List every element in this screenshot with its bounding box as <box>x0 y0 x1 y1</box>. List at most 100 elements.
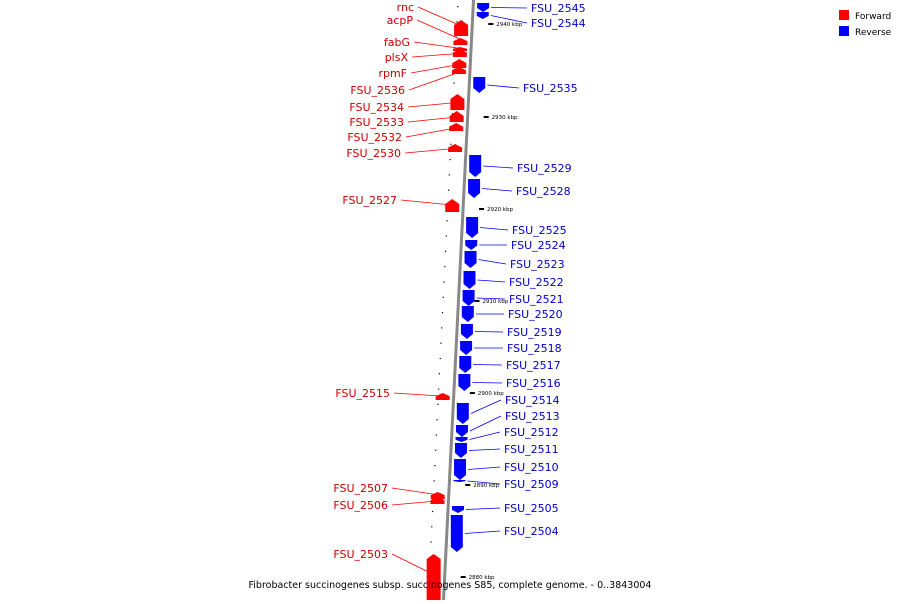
gene-label-fsu-2530: FSU_2530 <box>346 147 401 160</box>
gene-arrow-fsu-2544 <box>476 12 489 19</box>
tick-mark: 2940 kbp <box>488 22 523 28</box>
gene-leader-fsu-2534 <box>407 101 463 108</box>
gene-leader-fsu-2517 <box>473 364 503 366</box>
gene-arrow-acpp <box>453 38 468 45</box>
legend: Forward Reverse <box>839 10 892 38</box>
gene-leader-fsu-2510 <box>467 466 501 470</box>
gene-label-fsu-2524: FSU_2524 <box>511 239 566 252</box>
gene-leader-fsu-2532 <box>405 126 462 138</box>
gene-leader-fsu-2505 <box>466 507 501 510</box>
ring-dot <box>445 235 447 237</box>
gene-label-acpp: acpP <box>387 14 414 27</box>
gene-arrow-fsu-2520 <box>461 306 474 322</box>
gene-label-fsu-2535: FSU_2535 <box>523 82 578 95</box>
gene-label-fsu-2516: FSU_2516 <box>506 377 561 390</box>
gene-label-fsu-2503: FSU_2503 <box>333 548 388 561</box>
gene-label-fsu-2528: FSU_2528 <box>516 185 571 198</box>
genome-caption: Fibrobacter succinogenes subsp. succinog… <box>249 580 652 591</box>
legend-forward-label: Forward <box>855 12 891 22</box>
gene-arrow-fsu-2521 <box>462 290 475 306</box>
gene-arrow-fsu-2503 <box>426 554 441 600</box>
tick-label: 2940 kbp <box>496 22 522 28</box>
tick-mark: 2910 kbp <box>474 299 509 305</box>
tick-mark: 2900 kbp <box>469 391 504 397</box>
gene-leader-fsu-2522 <box>477 279 506 283</box>
gene-arrow-fsu-2528 <box>468 179 481 198</box>
gene-label-rnc: rnc <box>397 1 414 14</box>
tick-label: 2890 kbp <box>473 483 499 489</box>
ring-dot <box>451 113 454 115</box>
gene-label-fsu-2544: FSU_2544 <box>531 17 586 30</box>
ring-dot <box>433 480 435 482</box>
gene-leader-fsu-2536 <box>408 70 465 91</box>
gene-leader-rpmf <box>410 63 465 74</box>
gene-leader-fsu-2503 <box>391 553 439 578</box>
gene-leader-fsu-2509 <box>467 480 501 485</box>
gene-arrow-fsu-2524 <box>465 240 478 250</box>
ring-dot <box>457 6 459 8</box>
gene-label-fsu-2527: FSU_2527 <box>342 194 397 207</box>
ring-dot <box>436 419 438 421</box>
gene-leader-fsu-2521 <box>476 297 506 300</box>
gene-label-fsu-2529: FSU_2529 <box>517 162 572 175</box>
tick-label: 2920 kbp <box>487 207 513 213</box>
gene-arrow-fsu-2534 <box>450 94 465 110</box>
gene-label-fabg: fabG <box>384 36 410 49</box>
gene-arrow-fsu-2505 <box>452 506 465 513</box>
gene-arrow-fsu-2545 <box>477 3 490 12</box>
gene-leader-fsu-2506 <box>391 500 443 506</box>
tick-mark: 2920 kbp <box>479 207 513 213</box>
gene-leader-rnc <box>417 6 467 29</box>
genome-backbone <box>441 0 476 604</box>
gene-leader-fsu-2533 <box>407 116 462 123</box>
ring-dot <box>441 312 444 314</box>
gene-label-fsu-2533: FSU_2533 <box>349 116 404 129</box>
gene-arrow-fsu-2532 <box>449 123 464 131</box>
ring-dot <box>444 266 446 268</box>
gene-arrow-fsu-2519 <box>460 324 473 339</box>
ring-dot <box>431 510 434 513</box>
gene-arrow-fsu-2530 <box>448 144 463 152</box>
legend-reverse-swatch <box>839 26 849 36</box>
ring-dot <box>444 250 447 252</box>
gene-leader-fsu-2511 <box>468 448 501 451</box>
gene-leader-fabg <box>413 41 466 50</box>
gene-label-fsu-2514: FSU_2514 <box>505 394 560 407</box>
tick-label: 2900 kbp <box>478 391 504 397</box>
gene-label-fsu-2534: FSU_2534 <box>349 101 404 114</box>
gene-arrow-fsu-2518 <box>460 341 473 355</box>
gene-arrow-fsu-2506 <box>430 497 445 504</box>
ring-dot <box>442 296 444 298</box>
gene-arrow-fsu-2522 <box>463 271 476 289</box>
gene-leader-plsx <box>411 52 465 58</box>
gene-arrow-fsu-2533 <box>449 111 464 122</box>
gene-arrow-fsu-2523 <box>464 251 477 268</box>
gene-leader-fsu-2545 <box>491 7 528 9</box>
gene-leader-fsu-2525 <box>480 227 509 231</box>
ring-dot <box>430 541 432 543</box>
gene-leader-fsu-2544 <box>490 15 528 24</box>
tick-label: 2930 kbp <box>492 115 518 121</box>
gene-arrow-fsu-2504 <box>450 515 463 552</box>
gene-leader-fsu-2529 <box>483 165 514 169</box>
ring-dot <box>450 143 452 145</box>
ring-dot <box>438 388 440 390</box>
gene-leader-fsu-2516 <box>472 382 503 384</box>
ring-dot <box>446 220 448 222</box>
gene-arrow-fsu-2512 <box>455 437 468 442</box>
gene-leader-fsu-2519 <box>474 331 504 333</box>
ring-dot <box>440 342 442 344</box>
ring-dot <box>441 327 443 329</box>
ring-dot <box>453 82 455 84</box>
gene-leader-acpp <box>416 19 466 42</box>
tick-mark: 2880 kbp <box>460 575 495 581</box>
gene-label-fsu-2512: FSU_2512 <box>504 426 559 439</box>
ring-dot <box>437 403 439 405</box>
ring-dot <box>435 449 437 451</box>
gene-leader-fsu-2527 <box>400 199 458 206</box>
gene-label-fsu-2505: FSU_2505 <box>504 502 559 515</box>
gene-leader-fsu-2504 <box>464 530 501 534</box>
ring-dot <box>435 434 437 436</box>
gene-label-fsu-2511: FSU_2511 <box>504 443 559 456</box>
